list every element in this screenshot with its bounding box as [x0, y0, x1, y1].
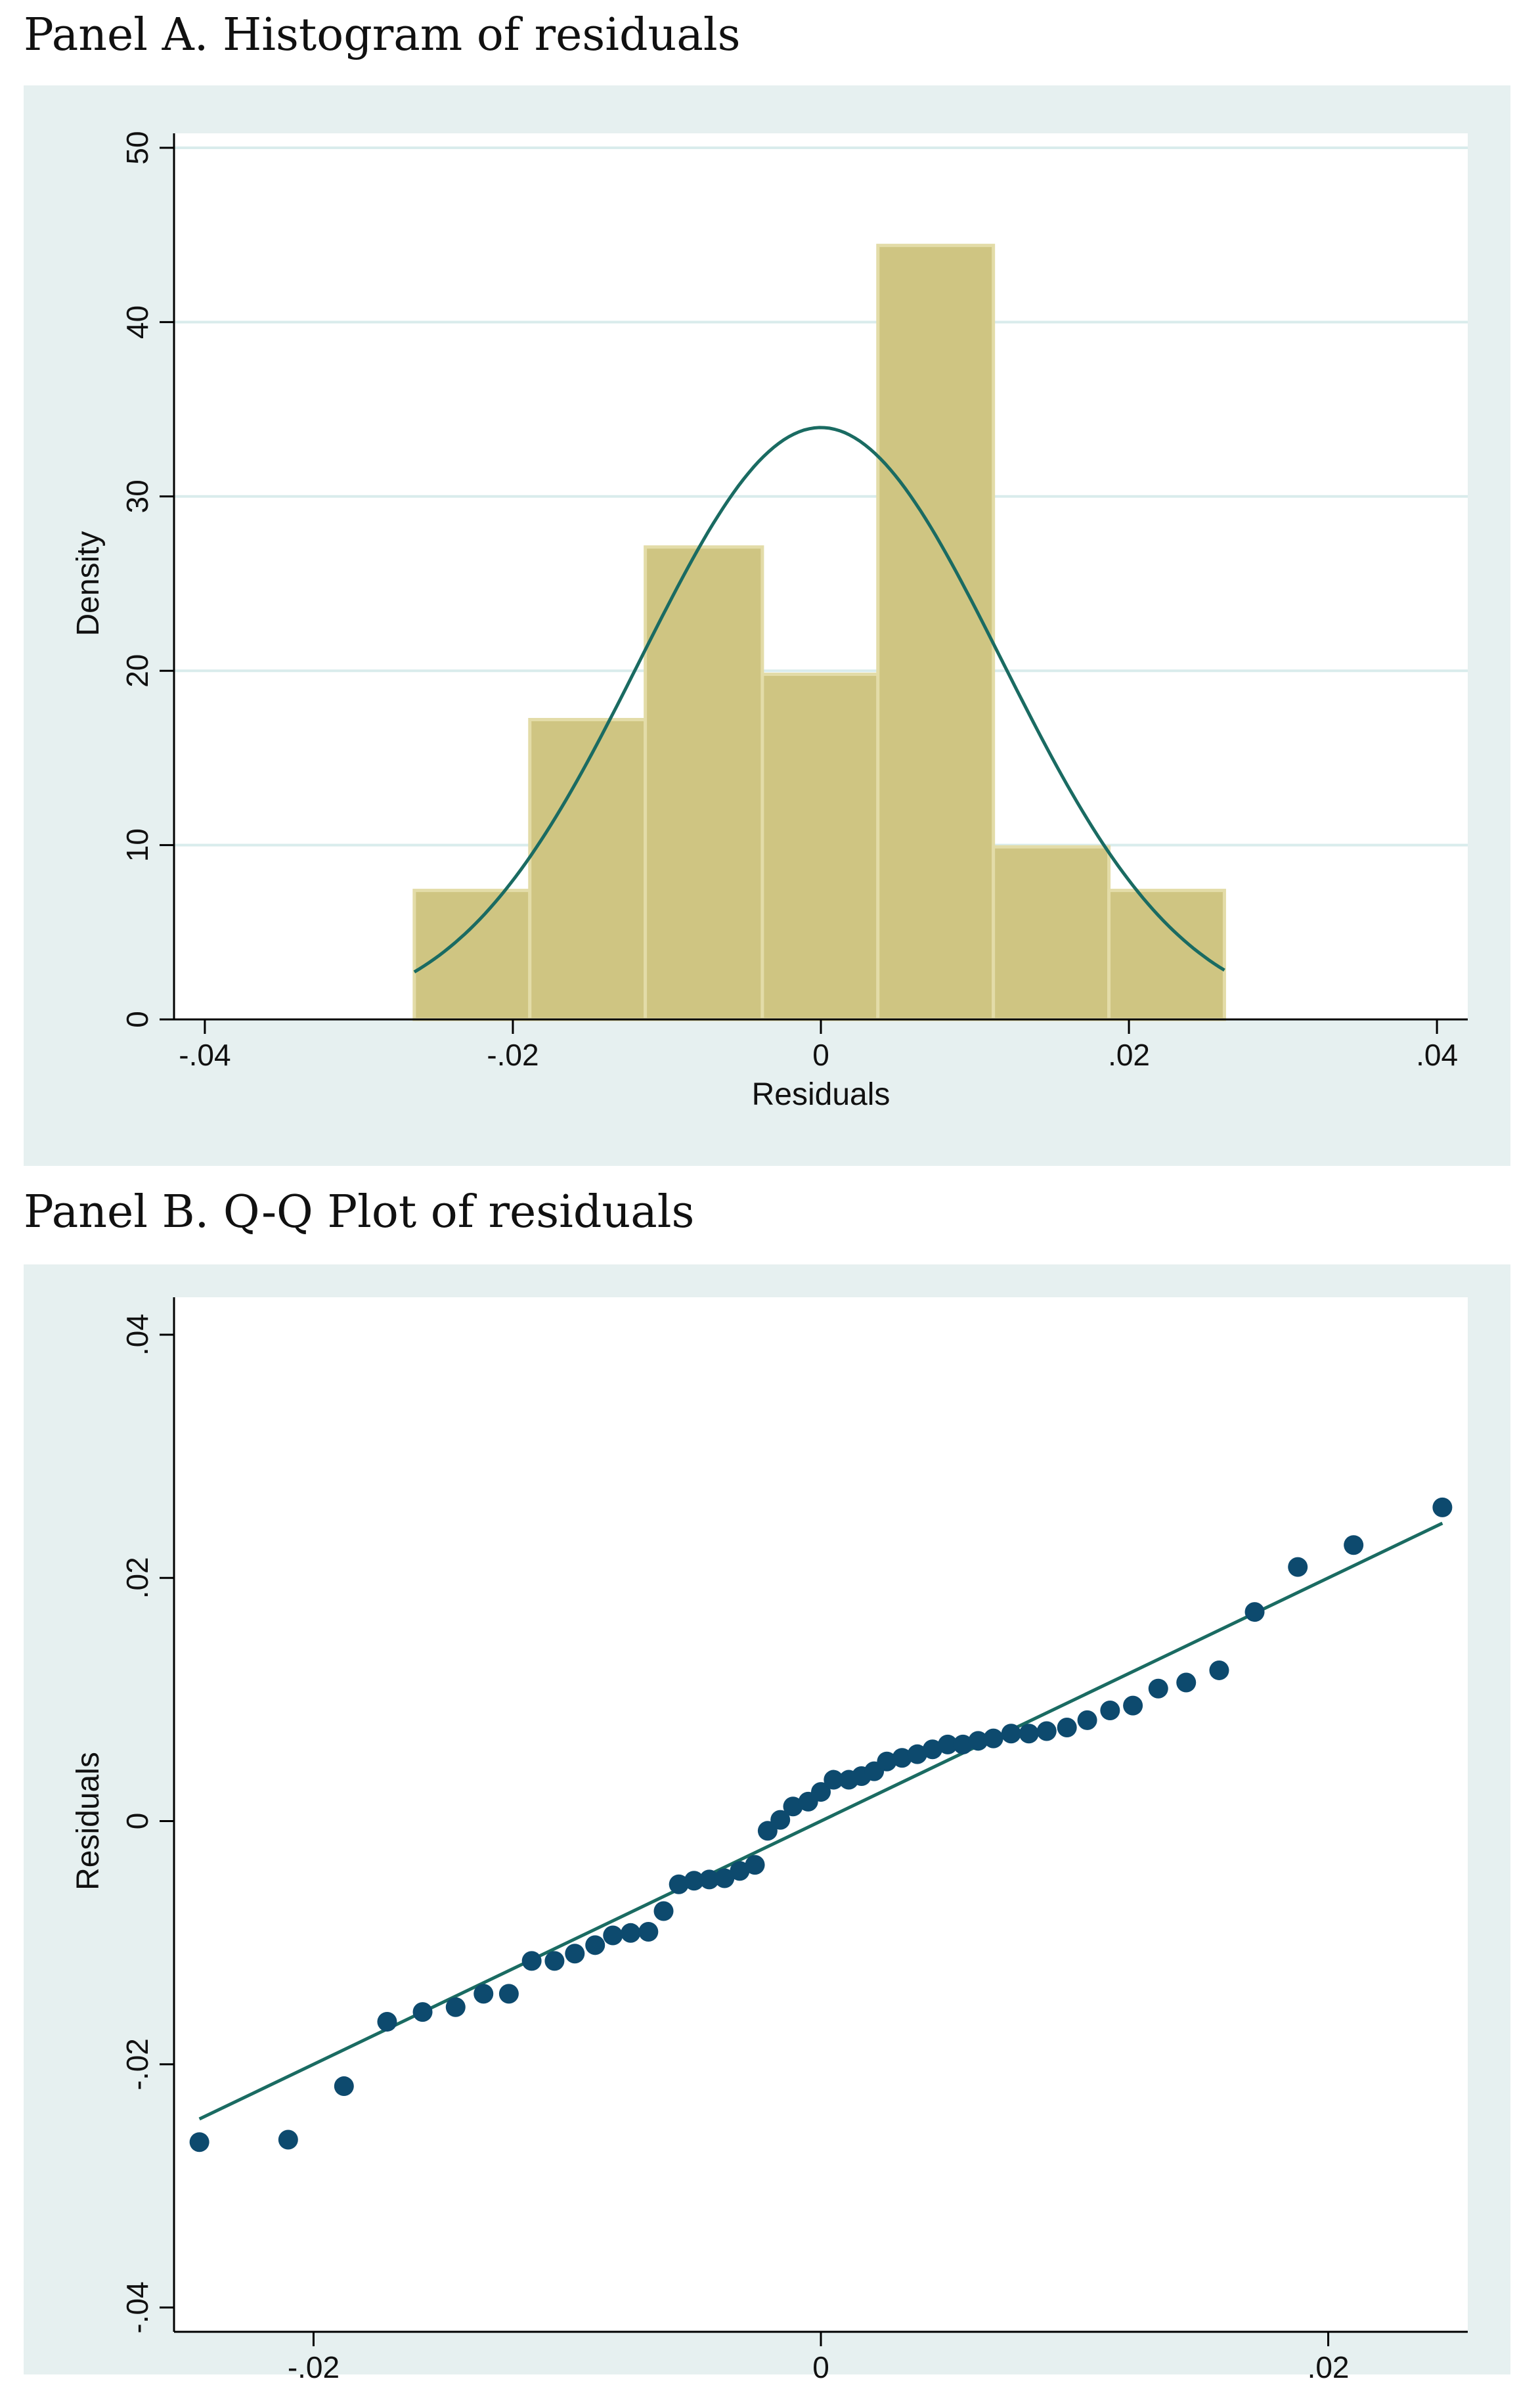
qq-point [811, 1782, 831, 1802]
qq-point [521, 1951, 542, 1971]
qq-point [783, 1796, 803, 1817]
plot-area [174, 1297, 1468, 2332]
qq-point [745, 1855, 765, 1875]
x-tick-label: 0 [812, 1038, 829, 1072]
qq-point [603, 1925, 623, 1946]
qq-point [922, 1739, 942, 1760]
qq-point [653, 1901, 674, 1921]
qq-point [189, 2132, 209, 2152]
histogram-bar [644, 545, 764, 1021]
y-tick-label: 0 [120, 1813, 154, 1830]
qq-point [1244, 1602, 1265, 1622]
qq-point [278, 2129, 298, 2150]
y-tick-label: .04 [120, 1314, 154, 1356]
normal-density-curve [413, 426, 1225, 973]
histogram-bar [992, 845, 1111, 1021]
qq-point [565, 1944, 585, 1964]
y-tick-label: 0 [120, 1011, 154, 1028]
x-tick-label: -.02 [487, 1038, 539, 1072]
x-tick-label: -.04 [179, 1038, 231, 1072]
x-tick-label: .02 [1108, 1038, 1150, 1072]
qq-point [730, 1861, 750, 1881]
histogram-bar [412, 889, 532, 1021]
qq-point [1288, 1557, 1308, 1577]
x-tick-label: .02 [1308, 2350, 1350, 2381]
y-axis-title: Residuals [71, 1752, 106, 1890]
qq-point [1148, 1678, 1168, 1699]
qq-point [377, 2011, 397, 2032]
qq-point [1344, 1535, 1364, 1555]
qq-point [1432, 1497, 1453, 1517]
y-tick-label: 40 [120, 305, 154, 339]
qq-point [473, 1984, 494, 2004]
histogram-bar [528, 718, 648, 1021]
qq-point [953, 1734, 973, 1754]
qq-point [699, 1869, 720, 1890]
qq-point [498, 1984, 519, 2004]
qq-point [1057, 1717, 1077, 1737]
histogram-bar [876, 244, 996, 1021]
y-axis-title: Density [71, 531, 106, 636]
qq-point [1209, 1660, 1229, 1680]
qq-point [1001, 1724, 1021, 1744]
y-tick-label: -.04 [120, 2281, 154, 2333]
panel-b-title: Panel B. Q-Q Plot of residuals [24, 1186, 695, 1238]
qq-point [334, 2076, 354, 2097]
qq-point [892, 1748, 912, 1768]
qq-point [412, 2002, 433, 2022]
qq-point [621, 1923, 641, 1943]
qq-plot-chart: -.04-.020.02.04-.020.02Inverse NormalRes… [24, 1264, 1510, 2381]
y-tick-label: 20 [120, 654, 154, 688]
qq-point [638, 1921, 659, 1942]
x-tick-label: .04 [1416, 1038, 1458, 1072]
x-tick-label: 0 [812, 2350, 829, 2381]
qq-point [877, 1751, 897, 1772]
qq-point [1077, 1710, 1097, 1730]
reference-line [198, 1521, 1443, 2121]
qq-point [544, 1951, 565, 1971]
x-tick-label: -.02 [288, 2350, 340, 2381]
y-tick-label: -.02 [120, 2038, 154, 2090]
qq-point [1036, 1721, 1057, 1741]
qq-point [907, 1744, 927, 1764]
histogram-bar [1107, 889, 1226, 1021]
qq-point [669, 1874, 689, 1894]
qq-point [715, 1868, 735, 1888]
histogram-chart: 0 10 20 30 40 50 -.04 -.02 0 .02 .04 Residuals Densi… [24, 85, 1510, 1166]
y-tick-label: 50 [120, 131, 154, 164]
qq-point [983, 1728, 1003, 1749]
qq-point [1123, 1695, 1143, 1716]
qq-point [1019, 1724, 1039, 1744]
qq-point [1176, 1672, 1197, 1693]
qq-point [445, 1997, 466, 2017]
qq-point [824, 1770, 844, 1790]
qq-point [684, 1871, 704, 1891]
y-tick-label: 30 [120, 479, 154, 513]
qq-point [585, 1935, 605, 1955]
qq-point [1100, 1701, 1120, 1721]
y-tick-label: .02 [120, 1557, 154, 1599]
qq-point [938, 1734, 958, 1754]
histogram-bar [760, 673, 880, 1021]
qq-point [968, 1731, 988, 1751]
x-axis-title: Residuals [752, 1077, 891, 1112]
qq-point [770, 1810, 791, 1830]
y-tick-label: 10 [120, 828, 154, 862]
panel-a-title: Panel A. Histogram of residuals [24, 9, 741, 61]
